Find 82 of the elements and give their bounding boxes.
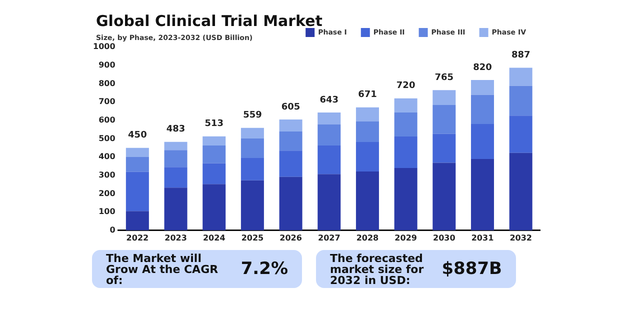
bar: [394, 98, 418, 112]
y-tick-label: 0: [110, 225, 116, 234]
bar: [432, 162, 456, 230]
bar: [318, 174, 341, 230]
bar: [126, 148, 149, 158]
bar: [318, 112, 341, 124]
bar: [318, 124, 341, 146]
total-label: 671: [358, 90, 377, 100]
bar: [470, 80, 494, 95]
bar: [240, 138, 264, 158]
total-label: 450: [128, 130, 147, 141]
bar: [164, 188, 188, 230]
x-tick-label: 2025: [241, 233, 264, 242]
x-tick-label: 2032: [510, 233, 532, 242]
y-tick-label: 100: [98, 207, 116, 216]
x-tick-label: 2024: [202, 233, 226, 242]
bar: [126, 172, 149, 212]
bar: [356, 107, 379, 122]
bar: [164, 167, 188, 188]
bar: [240, 180, 264, 230]
y-tick-label: 500: [98, 134, 116, 143]
y-tick-label: 1000: [93, 42, 116, 52]
total-label: 605: [281, 102, 300, 112]
bar: [240, 158, 264, 180]
x-tick-label: 2026: [280, 233, 302, 242]
bar: [394, 136, 418, 168]
bar: [279, 150, 302, 177]
bar: [279, 132, 302, 151]
bar: [126, 211, 149, 230]
bar: [240, 128, 264, 139]
x-tick-label: 2027: [318, 233, 340, 242]
bar: [202, 163, 226, 184]
bar: [356, 142, 379, 172]
total-label: 765: [434, 72, 454, 83]
x-tick-label: 2030: [433, 233, 456, 242]
total-label: 820: [473, 62, 492, 73]
y-tick-label: 300: [98, 170, 116, 180]
bar: [432, 104, 456, 134]
x-tick-label: 2023: [164, 233, 187, 242]
bar: [202, 136, 226, 146]
bar: [164, 150, 188, 168]
text: The forecasted market size for 2032 in USD:: [330, 252, 425, 286]
y-tick-label: 200: [98, 188, 116, 198]
bar: [470, 94, 494, 124]
bar: [279, 119, 302, 132]
bar: [432, 90, 456, 105]
y-tick-label: 700: [98, 97, 116, 106]
text: 7.2%: [240, 259, 288, 279]
bar: [509, 152, 532, 230]
bar: [394, 112, 418, 136]
bar: [356, 121, 379, 142]
text: The Market will Grow At the CAGR of:: [106, 252, 220, 286]
total-label: 643: [320, 95, 339, 106]
total-label: 513: [204, 119, 224, 130]
y-tick-label: 900: [98, 60, 116, 70]
y-tick-label: 400: [98, 152, 116, 162]
bar: [202, 145, 226, 164]
bar: [279, 176, 302, 230]
bar: [470, 159, 494, 230]
bar: [470, 124, 494, 160]
total-label: 559: [243, 110, 262, 121]
bar: [509, 116, 532, 153]
y-tick-label: 800: [98, 78, 116, 88]
bar: [509, 68, 532, 86]
chart-title: Global Clinical Trial Market: [96, 12, 322, 30]
x-tick-label: 2022: [126, 233, 149, 242]
x-tick-label: 2028: [356, 233, 380, 242]
bar: [164, 142, 188, 150]
bar: [318, 145, 341, 174]
y-tick-label: 600: [98, 115, 116, 124]
x-tick-label: 2029: [394, 233, 418, 242]
bar: [509, 86, 532, 116]
total-label: 887: [511, 50, 530, 61]
text: $887B: [442, 259, 502, 279]
bar: [394, 168, 418, 230]
bar: [202, 184, 226, 230]
total-label: 720: [396, 81, 416, 92]
x-tick-label: 2031: [471, 233, 494, 242]
total-label: 483: [166, 124, 186, 135]
bar: [126, 157, 149, 172]
bar: [356, 172, 379, 230]
bar: [432, 134, 456, 163]
